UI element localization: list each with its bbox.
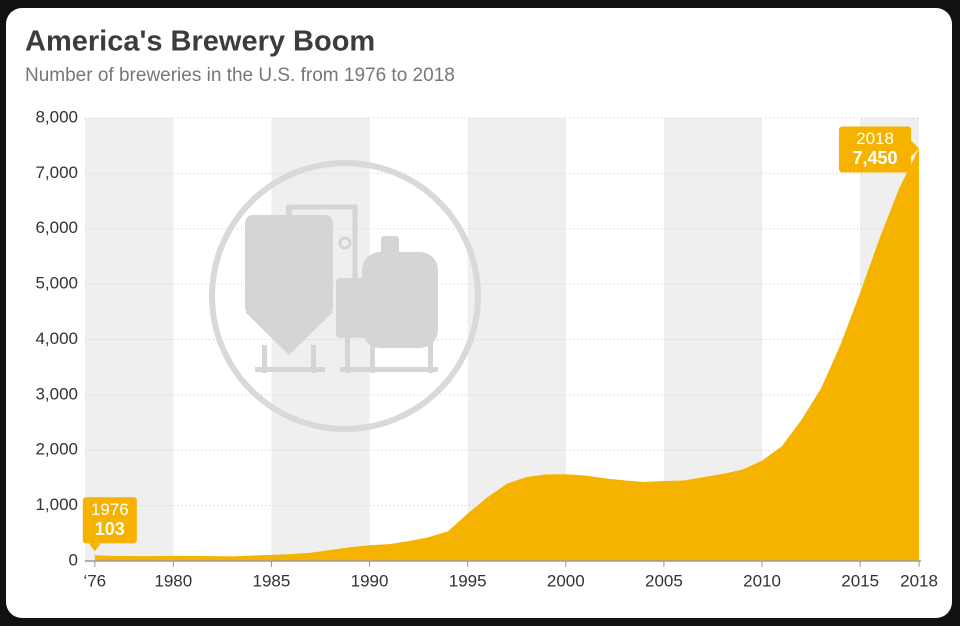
y-tick-label: 3,000 bbox=[35, 384, 78, 403]
callout-pointer bbox=[88, 543, 101, 552]
y-tick-label: 7,000 bbox=[35, 163, 78, 182]
callout-box bbox=[839, 126, 912, 173]
callout-box bbox=[82, 497, 137, 544]
callout-year: 1976 bbox=[91, 500, 129, 519]
x-tick-label: 2000 bbox=[547, 571, 585, 590]
y-tick-label: 0 bbox=[69, 550, 78, 569]
x-tick-label: ‘76 bbox=[83, 571, 106, 590]
chart-title: America's Brewery Boom bbox=[25, 26, 375, 58]
callout-pointer bbox=[911, 140, 920, 157]
callout-value: 7,450 bbox=[853, 148, 898, 168]
x-tick-label: 2018 bbox=[900, 571, 938, 590]
y-tick-label: 2,000 bbox=[35, 440, 78, 459]
area bbox=[94, 148, 920, 562]
y-tick-label: 5,000 bbox=[35, 274, 78, 293]
brewery-icon bbox=[209, 160, 481, 432]
x-tick-label: 2005 bbox=[645, 571, 683, 590]
chart-subtitle: Number of breweries in the U.S. from 197… bbox=[25, 65, 455, 86]
x-tick-label: 1980 bbox=[154, 571, 192, 590]
x-tick-label: 2010 bbox=[743, 571, 781, 590]
y-tick-label: 1,000 bbox=[35, 495, 78, 514]
x-tick-label: 2015 bbox=[841, 571, 879, 590]
x-tick-label: 1990 bbox=[351, 571, 389, 590]
x-tick-label: 1995 bbox=[449, 571, 487, 590]
callout-value: 103 bbox=[95, 519, 125, 539]
x-tick-label: 1985 bbox=[253, 571, 291, 590]
plot: ‘76 1980 1985 1990 1995 2000 2005 2010 2015 2018 1… bbox=[82, 126, 938, 590]
callout-year: 2018 bbox=[856, 129, 894, 148]
y-tick-label: 6,000 bbox=[35, 218, 78, 237]
y-tick-label: 8,000 bbox=[35, 107, 78, 126]
y-tick-label: 4,000 bbox=[35, 329, 78, 348]
